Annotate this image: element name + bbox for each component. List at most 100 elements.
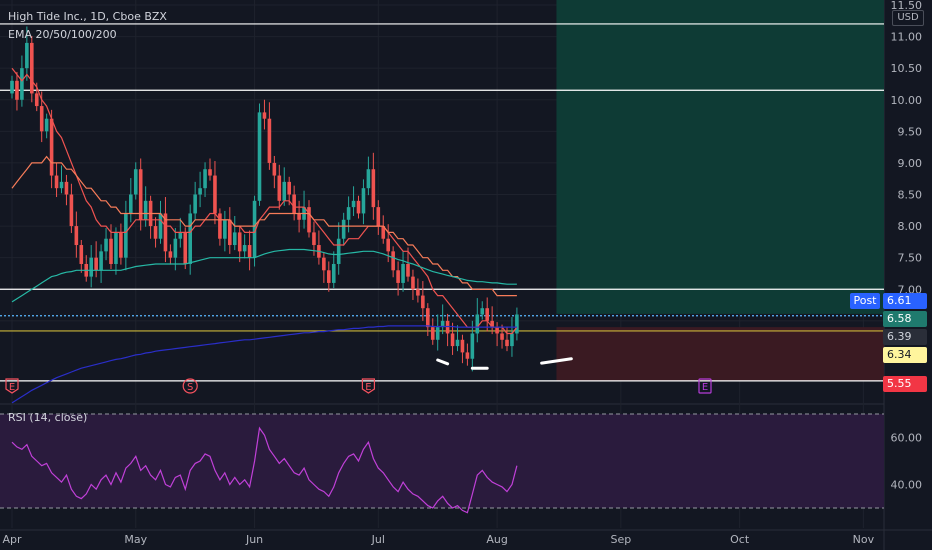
y-tick-label-8: 7.50 bbox=[898, 252, 923, 265]
candle-47 bbox=[242, 234, 247, 259]
pattern-strokes bbox=[436, 357, 573, 370]
candle-102 bbox=[515, 307, 519, 341]
candle-body-75 bbox=[381, 226, 386, 239]
candle-body-50 bbox=[257, 112, 262, 201]
candle-58 bbox=[297, 200, 301, 233]
event-marker-1: S bbox=[182, 378, 198, 394]
candle-50 bbox=[257, 103, 262, 206]
candle-body-87 bbox=[440, 320, 445, 328]
candle-body-19 bbox=[104, 238, 108, 252]
target-zone bbox=[556, 0, 884, 314]
candle-body-52 bbox=[267, 118, 272, 163]
candle-body-61 bbox=[312, 232, 316, 246]
candle-body-101 bbox=[510, 333, 514, 347]
y-tick-label-6: 8.50 bbox=[898, 189, 923, 202]
candle-body-25 bbox=[133, 169, 138, 195]
event-shape-2 bbox=[361, 378, 375, 394]
candle-54 bbox=[277, 164, 282, 210]
candle-body-5 bbox=[34, 93, 39, 107]
candle-7 bbox=[44, 113, 49, 139]
candle-body-33 bbox=[173, 238, 178, 258]
candle-body-23 bbox=[124, 213, 128, 258]
time-axis[interactable]: Apr May Jun Jul Aug Sep Oct Nov bbox=[2, 533, 874, 546]
candle-body-88 bbox=[445, 320, 450, 334]
candle-body-95 bbox=[480, 308, 485, 315]
candle-39 bbox=[203, 162, 207, 198]
candle-63 bbox=[322, 252, 326, 283]
candle-body-102 bbox=[515, 314, 519, 334]
stop-zone bbox=[556, 327, 884, 381]
candle-70 bbox=[356, 195, 361, 219]
candle-body-98 bbox=[495, 327, 499, 334]
post-market-tag: Post bbox=[850, 293, 880, 309]
candle-body-84 bbox=[426, 308, 430, 328]
y-tick-label-1: 11.00 bbox=[891, 31, 923, 44]
position-zones bbox=[556, 0, 884, 381]
price-badge-teal: 6.58 bbox=[883, 311, 927, 327]
x-tick-label-4: Aug bbox=[486, 533, 507, 546]
candle-55 bbox=[282, 167, 287, 206]
rsi-line bbox=[11, 426, 518, 514]
candle-48 bbox=[247, 230, 252, 271]
y-tick-label-0: 11.50 bbox=[891, 0, 923, 12]
candle-90 bbox=[455, 325, 460, 352]
candle-96 bbox=[485, 297, 489, 332]
candle-82 bbox=[416, 278, 420, 303]
candle-33 bbox=[173, 227, 178, 271]
candle-body-82 bbox=[416, 289, 420, 296]
candle-101 bbox=[510, 317, 514, 357]
candle-body-65 bbox=[331, 263, 336, 283]
candle-45 bbox=[232, 215, 237, 251]
candle-body-96 bbox=[485, 308, 489, 321]
candle-body-30 bbox=[158, 213, 163, 239]
candle-body-42 bbox=[218, 213, 222, 239]
candle-81 bbox=[411, 269, 415, 300]
candle-19 bbox=[104, 227, 108, 261]
candle-body-32 bbox=[168, 251, 173, 258]
candle-99 bbox=[500, 324, 504, 349]
candle-body-20 bbox=[109, 238, 113, 264]
candle-body-1 bbox=[15, 80, 19, 100]
candle-11 bbox=[64, 174, 69, 206]
candle-body-90 bbox=[455, 339, 460, 347]
candle-body-85 bbox=[430, 327, 435, 340]
candle-91 bbox=[460, 334, 465, 364]
x-tick-label-2: Jun bbox=[245, 533, 263, 546]
candle-body-74 bbox=[376, 207, 381, 227]
price-axis[interactable]: 11.50 11.00 10.50 10.00 9.50 9.00 8.50 8.00 7.50… bbox=[891, 0, 923, 492]
candle-body-11 bbox=[64, 181, 69, 195]
candle-35 bbox=[183, 227, 188, 270]
candle-0 bbox=[10, 75, 14, 99]
candle-75 bbox=[381, 215, 386, 244]
candle-57 bbox=[292, 185, 296, 221]
candle-body-97 bbox=[490, 320, 494, 328]
candle-body-79 bbox=[401, 263, 405, 283]
candle-body-13 bbox=[74, 226, 79, 246]
candle-body-3 bbox=[25, 42, 29, 69]
candle-92 bbox=[465, 343, 470, 366]
candle-95 bbox=[480, 301, 485, 320]
x-tick-label-5: Sep bbox=[610, 533, 631, 546]
candle-13 bbox=[74, 211, 79, 258]
candle-body-31 bbox=[163, 213, 168, 252]
candles bbox=[10, 26, 519, 372]
candle-body-38 bbox=[198, 188, 202, 195]
x-tick-label-1: May bbox=[124, 533, 147, 546]
currency-button[interactable]: USD bbox=[892, 10, 924, 26]
candle-78 bbox=[396, 261, 400, 296]
candle-69 bbox=[351, 186, 356, 216]
candle-body-68 bbox=[346, 207, 351, 220]
event-letter-2: E bbox=[365, 382, 371, 393]
candle-71 bbox=[361, 179, 366, 225]
candle-body-86 bbox=[435, 327, 440, 340]
candle-29 bbox=[153, 217, 158, 248]
candle-body-64 bbox=[327, 270, 331, 283]
candle-body-63 bbox=[322, 257, 326, 271]
candle-body-7 bbox=[44, 118, 49, 132]
candle-body-55 bbox=[282, 181, 287, 201]
candle-body-77 bbox=[391, 251, 395, 271]
candle-3 bbox=[25, 26, 29, 81]
symbol-title: High Tide Inc., 1D, Cboe BZX bbox=[8, 10, 167, 23]
